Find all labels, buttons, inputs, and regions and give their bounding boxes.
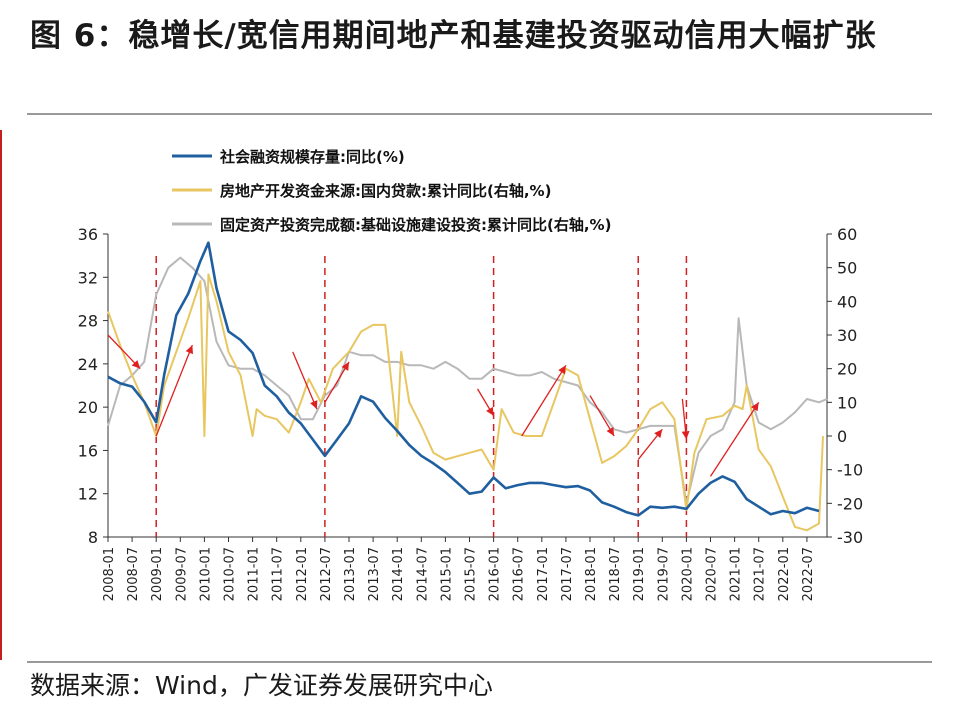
trend-arrow [476,388,495,417]
x-tick-label: 2014-01 [391,547,406,601]
x-tick-label: 2017-07 [560,547,575,601]
trend-arrow-head [606,427,615,436]
trend-arrow-head [486,406,494,416]
x-tick-label: 2008-01 [102,547,117,601]
trend-arrow [681,398,690,440]
right-tick-label: 30 [837,326,857,345]
left-tick-label: 36 [78,225,98,244]
left-edge-line [0,130,2,660]
trend-arrow-head [310,400,318,410]
trend-arrow-shaft [292,351,318,410]
x-tick-label: 2011-07 [271,547,286,601]
left-tick-label: 28 [78,312,98,331]
title-divider [27,113,932,115]
trend-arrow-head [185,345,193,355]
vertical-marker-lines [155,256,688,537]
trend-arrow-head [341,361,350,371]
x-tick-label: 2018-01 [584,547,599,601]
trend-arrow [155,344,193,437]
x-tick-label: 2013-01 [343,547,358,601]
x-tick-label: 2018-07 [608,547,623,601]
x-tick-label: 2020-07 [705,547,720,601]
trend-arrow [709,401,760,477]
source-divider [27,661,932,663]
x-tick-label: 2010-01 [198,547,213,601]
series-lines [107,241,828,532]
right-tick-label: -30 [837,528,863,547]
x-tick-label: 2022-01 [777,547,792,601]
right-tick-label: 40 [837,292,857,311]
trend-arrow-head [654,429,663,439]
x-tick-label: 2011-01 [247,547,262,601]
x-tick-label: 2008-07 [126,547,141,601]
left-tick-label: 16 [78,441,98,460]
right-tick-label: 60 [837,225,857,244]
right-tick-label: 10 [837,393,857,412]
trend-arrow-head [681,430,690,440]
x-tick-label: 2015-07 [464,547,479,601]
x-tick-label: 2021-01 [729,547,744,601]
left-tick-label: 20 [78,398,98,417]
legend-label-infrastructure: 固定资产投资完成额:基础设施建设投资:累计同比(右轴,%) [220,216,611,234]
trend-arrow-shaft [521,364,567,437]
line-chart: 社会融资规模存量:同比(%) 房地产开发资金来源:国内贷款:累计同比(右轴,%)… [78,148,864,601]
x-tick-label: 2014-07 [415,547,430,601]
trend-arrow-head [751,402,759,412]
right-tick-label: -10 [837,461,863,480]
x-tick-label: 2010-07 [223,547,238,601]
trend-arrow-shaft [155,344,193,437]
trend-arrow [292,351,318,410]
left-tick-label: 24 [78,355,98,374]
trend-arrows [107,334,760,477]
axes: 8 12 16 20 24 28 32 36 -30 -20 -10 0 10 20 30 40 50 60 200… [78,225,864,601]
right-tick-label: 50 [837,259,857,278]
x-tick-label: 2012-01 [295,547,310,601]
x-tick-label: 2009-01 [150,547,165,601]
x-tick-label: 2009-07 [174,547,189,601]
x-tick-label: 2012-07 [319,547,334,601]
x-tick-label: 2019-07 [656,547,671,601]
right-tick-label: -20 [837,494,863,513]
x-tick-label: 2016-01 [488,547,503,601]
legend-label-real-estate-loans: 房地产开发资金来源:国内贷款:累计同比(右轴,%) [220,182,551,200]
x-tick-label: 2022-07 [801,547,816,601]
trend-arrow-shaft [709,401,760,477]
trend-arrow-head [131,360,141,369]
x-tick-label: 2016-07 [512,547,527,601]
left-tick-label: 32 [78,268,98,287]
x-tick-label: 2017-01 [536,547,551,601]
source-note: 数据来源：Wind，广发证券发展研究中心 [30,671,493,700]
x-tick-label: 2021-07 [753,547,768,601]
left-tick-label: 8 [88,528,98,547]
trend-arrow-head [558,365,566,375]
trend-arrow [324,361,350,403]
figure-title: 图 6：稳增长/宽信用期间地产和基建投资驱动信用大幅扩张 [30,18,877,54]
x-tick-label: 2013-07 [367,547,382,601]
x-tick-label: 2019-01 [632,547,647,601]
right-tick-label: 20 [837,360,857,379]
trend-arrow [589,395,615,437]
trend-arrow [107,334,141,370]
left-tick-label: 12 [78,485,98,504]
series-line-infrastructure [107,256,828,505]
legend-label-social-financing: 社会融资规模存量:同比(%) [219,148,405,166]
trend-arrow [637,428,663,460]
series-line-real-estate-loans [107,273,824,532]
x-tick-label: 2020-01 [680,547,695,601]
trend-arrow [521,364,567,437]
legend: 社会融资规模存量:同比(%) 房地产开发资金来源:国内贷款:累计同比(右轴,%)… [172,148,611,234]
right-tick-label: 0 [837,427,847,446]
x-tick-label: 2015-01 [439,547,454,601]
series-line-social-financing [107,241,820,517]
